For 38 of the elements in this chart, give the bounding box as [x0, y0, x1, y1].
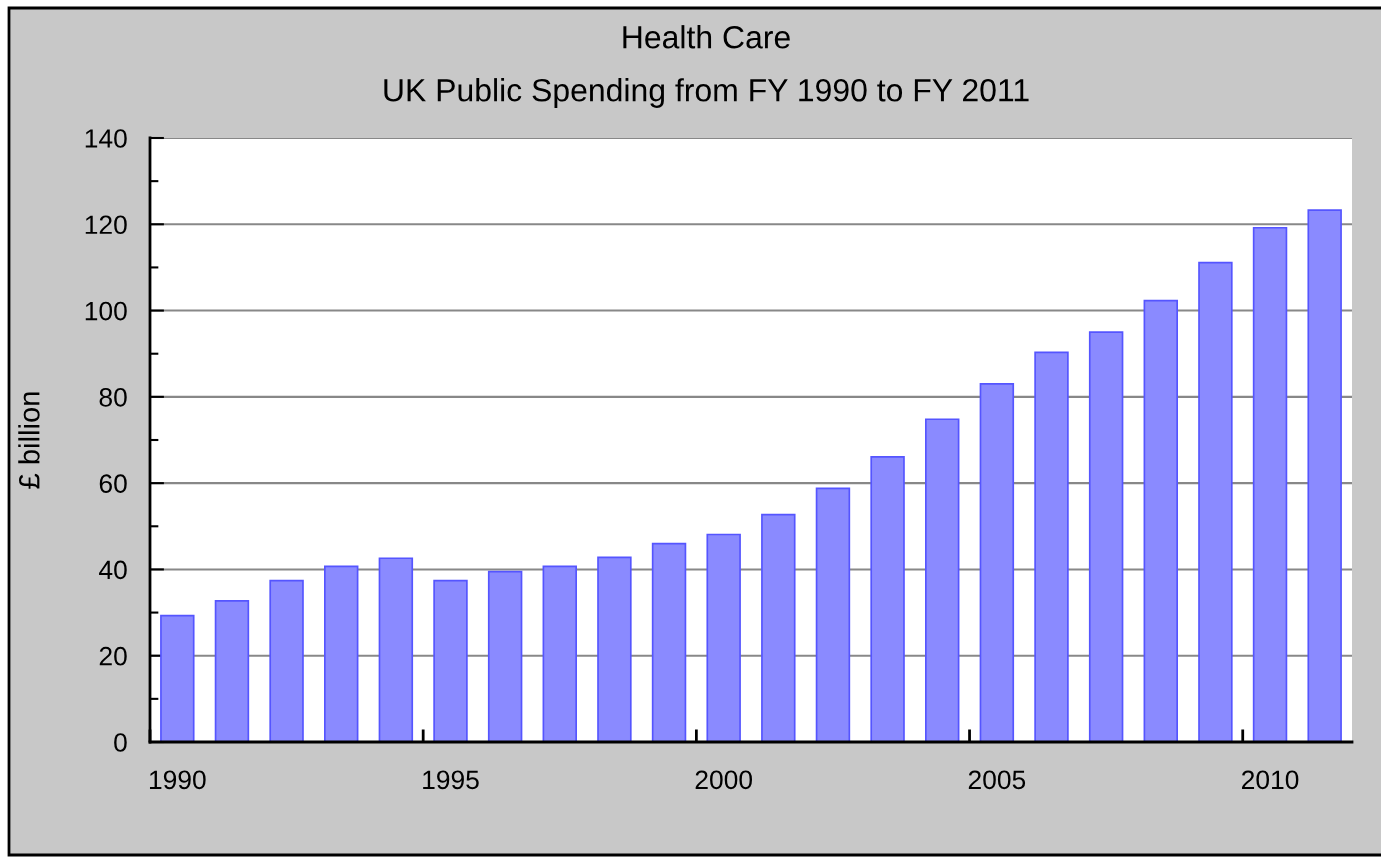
bar	[870, 455, 905, 742]
bar	[1252, 226, 1288, 742]
x-tick-label: 1990	[149, 770, 206, 790]
y-tick-label: 20	[99, 646, 127, 666]
chart-title: Health Care	[623, 25, 790, 49]
bar	[1088, 331, 1124, 742]
y-tick-label: 100	[85, 301, 127, 321]
bar	[925, 418, 960, 742]
bar	[487, 570, 523, 742]
bar	[1198, 261, 1233, 742]
bar	[1034, 351, 1069, 742]
y-tick-label: 120	[85, 215, 127, 235]
bar	[378, 557, 414, 742]
y-tick-label: 0	[114, 733, 127, 752]
bar	[651, 542, 687, 742]
x-tick-label: 2010	[1242, 770, 1299, 790]
y-tick-label: 60	[99, 474, 127, 493]
y-tick-label: 40	[99, 560, 127, 580]
y-tick-label: 80	[99, 387, 127, 407]
x-tick-label: 2005	[968, 770, 1026, 790]
bar	[160, 614, 195, 742]
bar	[815, 487, 851, 742]
bar	[214, 600, 250, 742]
bar	[706, 533, 741, 742]
bar	[1143, 299, 1178, 742]
x-tick-label: 2000	[695, 770, 753, 790]
bar	[269, 579, 304, 742]
bar	[433, 579, 468, 742]
bar	[979, 383, 1015, 742]
bar	[761, 513, 796, 742]
bar	[1307, 209, 1342, 742]
y-axis-title: £ billion	[18, 392, 40, 489]
x-tick-label: 1995	[423, 770, 479, 790]
chart-subtitle: UK Public Spending from FY 1990 to FY 2011	[384, 78, 1029, 108]
y-tick-label: 140	[85, 129, 127, 148]
bar	[324, 565, 359, 742]
bar	[542, 565, 577, 742]
bar	[597, 556, 632, 742]
